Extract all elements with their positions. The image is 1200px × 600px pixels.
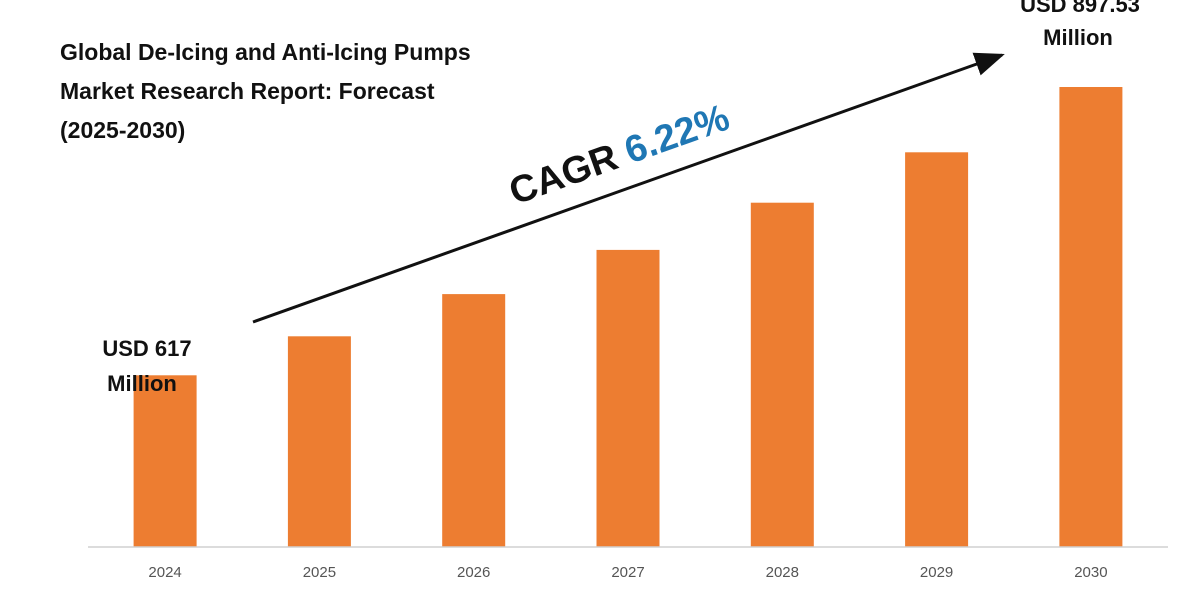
- bars-group: [133, 87, 1123, 548]
- bar-2030: [1059, 87, 1123, 547]
- bar-2027: [596, 249, 660, 547]
- bar-2026: [442, 294, 506, 547]
- last-value-label: USD 897.53 Million: [1020, 0, 1140, 50]
- x-tick-2030: 2030: [1074, 564, 1107, 581]
- bar-2028: [750, 202, 814, 547]
- cagr-annotation: CAGR 6.22%: [504, 97, 735, 214]
- x-tick-2024: 2024: [148, 564, 181, 581]
- x-tick-2027: 2027: [611, 564, 644, 581]
- x-tick-2028: 2028: [766, 564, 799, 581]
- growth-trend-arrow: [252, 52, 1005, 324]
- cagr-prefix: CAGR: [504, 133, 633, 214]
- first-value-label: USD 617 Million: [102, 336, 191, 396]
- first-value-label-line-2: Million: [107, 371, 177, 396]
- title-line-2: Market Research Report: Forecast: [60, 78, 435, 104]
- cagr-value: 6.22%: [619, 97, 735, 173]
- title-line-3: (2025-2030): [60, 117, 185, 143]
- bar-2024: [133, 375, 197, 547]
- x-tick-2029: 2029: [920, 564, 953, 581]
- last-value-label-line-1: USD 897.53: [1020, 0, 1140, 17]
- chart-title: Global De-Icing and Anti-Icing Pumps Mar…: [60, 39, 471, 143]
- title-line-1: Global De-Icing and Anti-Icing Pumps: [60, 39, 471, 65]
- x-tick-2025: 2025: [303, 564, 336, 581]
- bar-2029: [905, 152, 969, 548]
- first-value-label-line-1: USD 617: [102, 336, 191, 361]
- last-value-label-line-2: Million: [1043, 25, 1113, 50]
- x-tick-2026: 2026: [457, 564, 490, 581]
- bar-2025: [287, 336, 351, 547]
- x-tick-labels: 2024 2025 2026 2027 2028 2029 2030: [148, 564, 1107, 581]
